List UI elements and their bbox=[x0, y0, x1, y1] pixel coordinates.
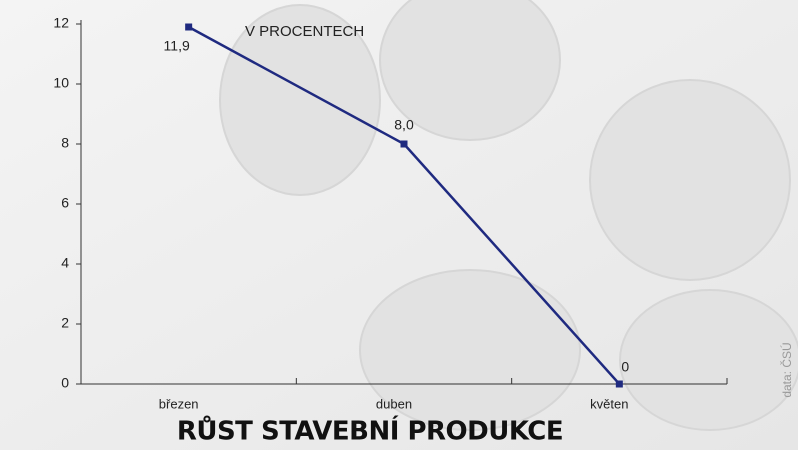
marker bbox=[615, 380, 623, 388]
value-label: 11,9 bbox=[164, 38, 190, 54]
source: data: ČSÚ bbox=[779, 342, 794, 397]
y-tick-label: 2 bbox=[61, 315, 69, 331]
marker bbox=[400, 140, 408, 148]
value-label: 8,0 bbox=[394, 117, 414, 133]
coins-decoration bbox=[219, 0, 798, 431]
y-tick-label: 12 bbox=[53, 15, 69, 31]
x-tick-label: květen bbox=[590, 396, 628, 411]
y-tick-label: 0 bbox=[61, 375, 69, 391]
y-tick-label: 10 bbox=[53, 75, 69, 91]
y-tick-label: 8 bbox=[61, 135, 69, 151]
y-tick-label: 6 bbox=[61, 195, 69, 211]
marker bbox=[185, 23, 193, 31]
x-tick-label: duben bbox=[376, 396, 412, 411]
value-label: 0 bbox=[621, 359, 629, 375]
y-tick-label: 4 bbox=[61, 255, 69, 271]
chart-title: RŮST STAVEBNÍ PRODUKCE bbox=[177, 414, 563, 447]
x-tick-label: březen bbox=[159, 396, 199, 411]
chart-subtitle: V PROCENTECH bbox=[245, 23, 364, 40]
